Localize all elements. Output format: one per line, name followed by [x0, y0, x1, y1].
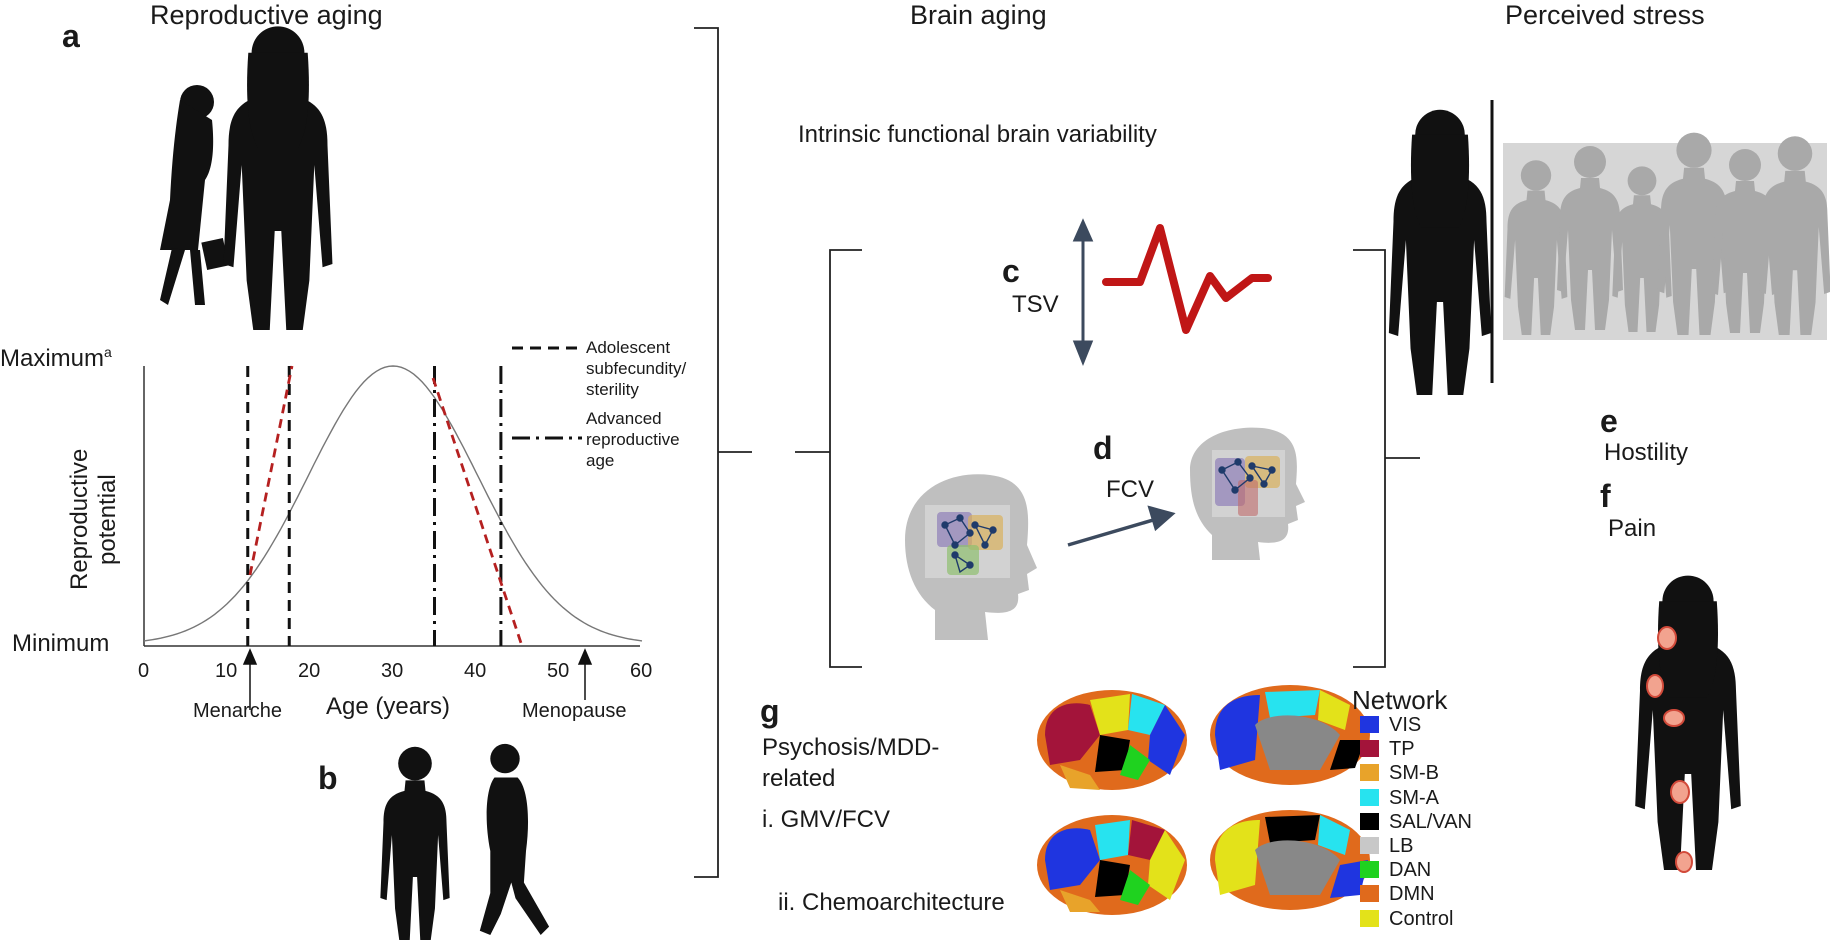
- g-item-ii: ii. Chemoarchitecture: [778, 889, 1005, 916]
- panel-letter-e: e: [1600, 403, 1618, 439]
- head-after-icon: [1190, 427, 1305, 560]
- brain-bracket-left: [795, 249, 862, 668]
- threshold-lines: [246, 366, 503, 646]
- network-label: VIS: [1389, 714, 1422, 736]
- network-color-swatch: [1360, 909, 1379, 927]
- reproductive-potential-curve: [143, 365, 643, 642]
- legend-lines: [512, 346, 582, 440]
- tsv-signal-icon: [1102, 224, 1272, 334]
- panel-letter-g: g: [760, 693, 780, 729]
- girl-silhouette: [160, 85, 229, 305]
- brain-map-lateral-1: [1037, 690, 1187, 790]
- panel-a-bracket: [694, 27, 752, 878]
- pain-figure-silhouette: [1635, 575, 1741, 870]
- head-before-icon: [905, 474, 1037, 640]
- network-color-swatch: [1360, 788, 1379, 806]
- fcv-label: FCV: [1106, 476, 1154, 503]
- network-legend-item: TP: [1360, 739, 1415, 759]
- x-tick-label: 10: [215, 660, 238, 682]
- brain-bracket-right: [1353, 249, 1420, 668]
- network-legend-title: Network: [1352, 685, 1448, 715]
- network-color-swatch: [1360, 812, 1379, 830]
- network-label: DMN: [1389, 883, 1435, 906]
- network-legend-item: Control: [1360, 909, 1453, 929]
- network-label: SM-B: [1389, 762, 1439, 785]
- tsv-double-arrow: [1072, 218, 1094, 367]
- network-legend-item: SAL/VAN: [1360, 812, 1472, 832]
- network-color-swatch: [1360, 764, 1379, 782]
- network-label: SM-A: [1389, 786, 1439, 809]
- network-color-swatch: [1360, 885, 1379, 903]
- stressed-woman-silhouette: [1388, 109, 1492, 395]
- g-title-line-2: related: [762, 765, 836, 792]
- x-tick-label: 0: [138, 660, 150, 682]
- y-max-label: Maximuma: [0, 344, 112, 372]
- g-item-i: i. GMV/FCV: [762, 806, 891, 833]
- network-color-swatch: [1360, 740, 1379, 758]
- network-label: SAL/VAN: [1389, 810, 1472, 833]
- x-tick-label: 40: [464, 660, 487, 682]
- y-min-label: Minimum: [12, 630, 110, 657]
- menopause-label: Menopause: [522, 700, 627, 722]
- network-legend-item: SM-A: [1360, 788, 1439, 808]
- network-legend-item: VIS: [1360, 715, 1421, 735]
- panel-letter-f: f: [1600, 478, 1611, 514]
- x-tick-label: 20: [298, 660, 321, 682]
- walking-woman-silhouette: [479, 743, 550, 935]
- legend-advanced: Advanced reproductive age: [586, 409, 680, 470]
- panel-letter-a: a: [62, 18, 80, 54]
- brain-variability-subtitle: Intrinsic functional brain variability: [798, 121, 1157, 148]
- legend-adolescent: Adolescent subfecundity/sterility: [586, 338, 687, 399]
- menarche-label: Menarche: [193, 700, 282, 722]
- header-perceived-stress: Perceived stress: [1505, 0, 1705, 30]
- g-title-line-1: Psychosis/MDD-: [762, 734, 940, 761]
- fcv-arrow: [1067, 505, 1176, 547]
- x-tick-label: 60: [630, 660, 653, 682]
- panel-letter-c: c: [1002, 253, 1020, 289]
- x-tick-label: 50: [547, 660, 570, 682]
- woman-silhouette: [223, 26, 333, 330]
- network-color-swatch: [1360, 716, 1379, 733]
- network-legend-item: DMN: [1360, 884, 1435, 904]
- network-legend-item: LB: [1360, 836, 1413, 856]
- network-label: DAN: [1389, 859, 1432, 882]
- network-color-swatch: [1360, 861, 1379, 879]
- chart-axes: [143, 366, 640, 647]
- brain-map-lateral-2: [1037, 815, 1187, 915]
- pain-label: Pain: [1608, 515, 1657, 542]
- age-markers: [242, 648, 593, 710]
- network-legend-item: SM-B: [1360, 763, 1439, 783]
- brain-map-medial-2: [1210, 810, 1370, 910]
- panel-letter-d: d: [1093, 430, 1113, 466]
- y-axis-label-1: Reproductive: [66, 448, 93, 590]
- pain-points: [1646, 626, 1693, 873]
- header-reproductive-aging: Reproductive aging: [150, 0, 383, 30]
- panel-letter-b: b: [318, 760, 338, 796]
- hostility-label: Hostility: [1604, 439, 1689, 466]
- y-axis-label-2: potential: [94, 474, 121, 565]
- x-axis-label: Age (years): [326, 693, 451, 720]
- network-color-swatch: [1360, 837, 1379, 854]
- header-brain-aging: Brain aging: [910, 0, 1047, 30]
- network-label: LB: [1389, 835, 1414, 857]
- tsv-label: TSV: [1012, 291, 1059, 318]
- network-label: Control: [1389, 907, 1454, 930]
- decline-lines: [248, 365, 524, 647]
- brain-map-medial-1: [1210, 685, 1370, 785]
- woman-b-silhouette: [380, 746, 450, 940]
- network-label: TP: [1389, 738, 1415, 761]
- x-tick-label: 30: [381, 660, 404, 682]
- network-legend-item: DAN: [1360, 860, 1431, 880]
